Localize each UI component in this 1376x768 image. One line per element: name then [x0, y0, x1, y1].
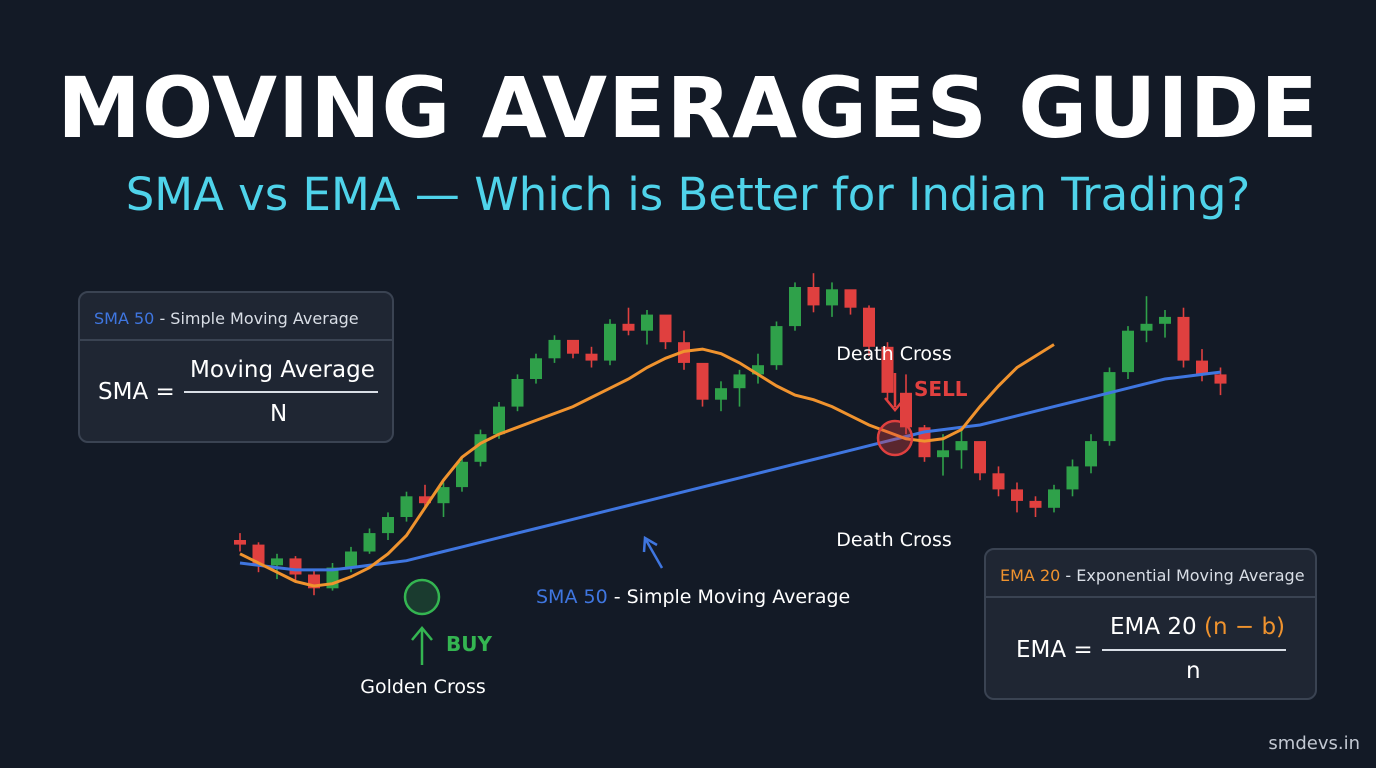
bullish-candle	[1066, 466, 1079, 490]
sma-card-label-highlight: SMA 50	[94, 309, 155, 328]
bearish-candle	[844, 289, 857, 308]
watermark: smdevs.in	[1268, 733, 1360, 754]
bullish-candle	[493, 406, 505, 435]
sma-50-line	[239, 370, 1221, 572]
bullish-candle	[604, 323, 616, 361]
ema-formula-card: EMA 20 - Exponential Moving Average EMA …	[984, 548, 1317, 700]
page-subtitle: SMA vs EMA — Which is Better for Indian …	[125, 168, 1251, 221]
sma-formula-card: SMA 50 - Simple Moving Average SMA = Mov…	[78, 291, 394, 443]
bullish-candle	[382, 517, 394, 534]
golden-cross-label: Golden Cross	[360, 676, 486, 698]
bearish-candle	[974, 441, 986, 474]
sma-fraction-bar	[184, 391, 378, 393]
ema-card-label-rest: - Exponential Moving Average	[1060, 566, 1305, 585]
bearish-candle	[1011, 489, 1023, 501]
golden-cross-marker	[403, 578, 441, 616]
sma-line-label-highlight: SMA 50	[536, 586, 608, 608]
death-cross-top-label: Death Cross	[836, 343, 952, 365]
ema-numerator-paren: (n − b)	[1204, 614, 1286, 640]
page-title: MOVING AVERAGES GUIDE	[57, 59, 1319, 157]
bearish-candle	[992, 473, 1005, 490]
bullish-candle	[511, 379, 524, 407]
bearish-candle	[659, 314, 672, 343]
bearish-candle	[567, 339, 579, 354]
bearish-candle	[585, 353, 598, 361]
bullish-candle	[1140, 323, 1153, 331]
death-cross-marker	[876, 419, 914, 457]
bullish-candle	[1122, 330, 1134, 373]
buy-arrow-icon	[411, 626, 433, 665]
bearish-candle	[289, 558, 302, 575]
candles-layer	[234, 273, 1227, 596]
bullish-candle	[1048, 489, 1060, 508]
bearish-candle	[696, 362, 709, 400]
bearish-candle	[807, 287, 820, 306]
ema-card-header: EMA 20 - Exponential Moving Average	[986, 550, 1315, 598]
sma-formula-numerator: Moving Average	[190, 357, 375, 383]
bullish-candle	[437, 487, 450, 504]
death-cross-bottom-label: Death Cross	[836, 529, 952, 551]
sma-pointer-arrow-icon	[642, 535, 664, 569]
bullish-candle	[770, 326, 783, 366]
bullish-candle	[400, 496, 413, 517]
ema-numerator-main: EMA 20	[1110, 614, 1197, 640]
bullish-candle	[641, 314, 653, 331]
sma-line-label-rest: - Simple Moving Average	[608, 586, 851, 608]
bullish-candle	[548, 339, 561, 359]
ema-formula-numerator: EMA 20 (n − b)	[1110, 614, 1285, 640]
ema-fraction-bar	[1102, 649, 1286, 651]
bullish-candle	[1103, 372, 1116, 442]
sma-line-label: SMA 50 - Simple Moving Average	[536, 586, 850, 608]
bearish-candle	[1029, 500, 1042, 508]
bearish-candle	[234, 540, 246, 545]
bearish-candle	[1214, 374, 1227, 384]
bearish-candle	[863, 307, 875, 347]
bearish-candle	[1196, 360, 1208, 375]
bullish-candle	[937, 450, 949, 458]
ema-formula-denominator: n	[1186, 658, 1201, 684]
bullish-candle	[456, 461, 468, 488]
ema-card-label-highlight: EMA 20	[1000, 566, 1061, 585]
sma-card-label-rest: - Simple Moving Average	[154, 309, 359, 328]
sell-arrow-icon	[884, 373, 906, 412]
bullish-candle	[1085, 441, 1097, 467]
bearish-candle	[1177, 316, 1190, 361]
bullish-candle	[271, 558, 283, 566]
bearish-candle	[622, 323, 635, 331]
bullish-candle	[752, 365, 764, 375]
bullish-candle	[789, 287, 801, 327]
ema-formula-lhs: EMA =	[1016, 637, 1093, 663]
sma-formula-denominator: N	[270, 401, 288, 427]
bullish-candle	[826, 289, 838, 306]
bullish-candle	[363, 533, 376, 552]
bullish-candle	[530, 358, 542, 379]
bearish-candle	[419, 496, 431, 504]
bullish-candle	[1159, 316, 1171, 324]
sma-card-header: SMA 50 - Simple Moving Average	[80, 293, 392, 341]
bullish-candle	[345, 551, 357, 568]
bearish-candle	[881, 346, 894, 393]
bullish-candle	[715, 388, 727, 400]
bullish-candle	[955, 441, 968, 451]
ema-20-line	[239, 343, 1055, 588]
buy-label: BUY	[446, 632, 492, 656]
sma-formula-lhs: SMA =	[98, 379, 175, 405]
sell-label: SELL	[914, 377, 968, 401]
bullish-candle	[733, 374, 746, 389]
